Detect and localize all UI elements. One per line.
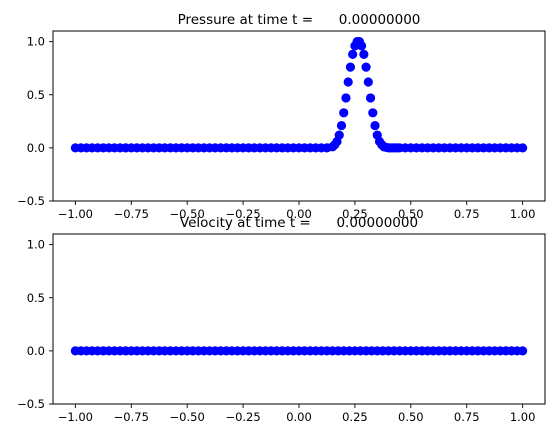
velocity-ytick-label: 1.0 [27,238,45,252]
pressure-xtick-label: 1.00 [510,207,536,221]
pressure-ytick-label: 1.0 [27,35,45,49]
pressure-ytick-label: 0.5 [27,88,45,102]
velocity-ytick-label: 0.0 [27,344,45,358]
pressure-subplot: −1.00 −0.75 −0.50 −0.25 0.00 0.25 0.50 0.75 1.00… [17,12,546,221]
velocity-xtick-label: −0.75 [114,410,149,424]
velocity-xtick-label: 0.25 [342,410,368,424]
velocity-xtick-label: 0.50 [398,410,424,424]
pressure-data-point [343,77,353,87]
pressure-axes-frame [52,30,546,202]
pressure-data-point [370,120,380,131]
velocity-title: Velocity at time t = 0.00000000 [180,215,418,231]
pressure-data-point [363,77,373,87]
pressure-ytick-label: 0.0 [27,141,45,155]
pressure-xtick-label: 0.50 [398,207,424,221]
velocity-ytick-label: −0.5 [17,397,45,411]
pressure-data-point [345,62,356,72]
pressure-xtick-label: −0.25 [225,207,260,221]
pressure-data-point [348,49,358,59]
pressure-xtick-label: −0.50 [170,207,205,221]
pressure-xtick-label: −0.75 [114,207,149,221]
velocity-xtick-label: 1.00 [510,410,536,424]
pressure-data-point [334,130,344,140]
pressure-data-point [368,108,378,118]
pressure-data-point [357,41,367,51]
pressure-data-point [518,143,528,153]
pressure-data-point [341,93,351,103]
velocity-data-point [518,346,528,356]
pressure-data-point [361,62,371,72]
pressure-ytick-label: −0.5 [17,194,45,208]
pressure-xtick-label: 0.75 [454,207,480,221]
velocity-axes-frame [52,233,546,405]
velocity-xtick-label: −1.00 [58,410,93,424]
velocity-xtick-label: 0.75 [454,410,480,424]
pressure-xtick-label: 0.25 [342,207,368,221]
pressure-data-point [359,49,369,59]
velocity-xtick-label: −0.25 [225,410,260,424]
pressure-xtick-label: 0.00 [286,207,312,221]
pressure-data-point [365,93,376,103]
pressure-xtick-label: −1.00 [58,207,93,221]
velocity-subplot: −1.00 −0.75 −0.50 −0.25 0.00 0.25 0.50 0.75 1.00… [17,215,546,424]
velocity-xtick-label: −0.50 [170,410,205,424]
velocity-xtick-label: 0.00 [286,410,312,424]
pressure-title: Pressure at time t = 0.00000000 [178,12,421,28]
pressure-data-point [339,108,349,118]
velocity-ytick-label: 0.5 [27,291,45,305]
pressure-data-point [336,120,347,131]
